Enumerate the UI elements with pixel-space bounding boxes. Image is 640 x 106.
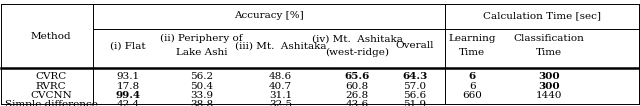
- Text: 42.4: 42.4: [116, 100, 140, 106]
- Text: 65.6: 65.6: [344, 72, 370, 81]
- Text: 99.4: 99.4: [115, 91, 141, 100]
- Text: Time: Time: [536, 48, 562, 57]
- Text: 33.9: 33.9: [190, 91, 213, 100]
- Text: CVCNN: CVCNN: [30, 91, 72, 100]
- Text: Classification: Classification: [514, 34, 584, 43]
- Text: Method: Method: [31, 32, 72, 40]
- Text: 26.8: 26.8: [346, 91, 369, 100]
- Text: (west-ridge): (west-ridge): [325, 48, 389, 57]
- Text: Learning: Learning: [449, 34, 496, 43]
- Text: 51.9: 51.9: [403, 100, 426, 106]
- Text: 48.6: 48.6: [269, 72, 292, 81]
- Text: 60.8: 60.8: [346, 82, 369, 91]
- Text: RVRC: RVRC: [36, 82, 67, 91]
- Text: (iv) Mt.  Ashitaka: (iv) Mt. Ashitaka: [312, 34, 403, 43]
- Text: 6: 6: [468, 72, 476, 81]
- Text: 50.4: 50.4: [190, 82, 213, 91]
- Text: 38.8: 38.8: [190, 100, 213, 106]
- Text: (ii) Periphery of: (ii) Periphery of: [161, 34, 243, 43]
- Text: 6: 6: [469, 82, 476, 91]
- Text: 17.8: 17.8: [116, 82, 140, 91]
- Text: —: —: [544, 100, 554, 106]
- Text: 660: 660: [462, 91, 483, 100]
- Text: 64.3: 64.3: [402, 72, 428, 81]
- Text: 56.2: 56.2: [190, 72, 213, 81]
- Text: 1440: 1440: [536, 91, 563, 100]
- Text: 57.0: 57.0: [403, 82, 426, 91]
- Text: Lake Ashi: Lake Ashi: [176, 48, 227, 57]
- Text: 93.1: 93.1: [116, 72, 140, 81]
- Text: 40.7: 40.7: [269, 82, 292, 91]
- Text: 31.1: 31.1: [269, 91, 292, 100]
- Text: (i) Flat: (i) Flat: [110, 41, 146, 50]
- Text: —: —: [467, 100, 477, 106]
- Text: Accuracy [%]: Accuracy [%]: [234, 11, 303, 20]
- Text: 32.5: 32.5: [269, 100, 292, 106]
- Text: 43.6: 43.6: [346, 100, 369, 106]
- Text: 300: 300: [538, 82, 560, 91]
- Text: 300: 300: [538, 72, 560, 81]
- Text: CVRC: CVRC: [36, 72, 67, 81]
- Text: Overall: Overall: [396, 41, 434, 50]
- Text: (iii) Mt.  Ashitaka: (iii) Mt. Ashitaka: [235, 41, 326, 50]
- Text: Simple difference: Simple difference: [4, 100, 98, 106]
- Text: Time: Time: [460, 48, 485, 57]
- Text: Calculation Time [sec]: Calculation Time [sec]: [483, 11, 601, 20]
- Text: 56.6: 56.6: [403, 91, 426, 100]
